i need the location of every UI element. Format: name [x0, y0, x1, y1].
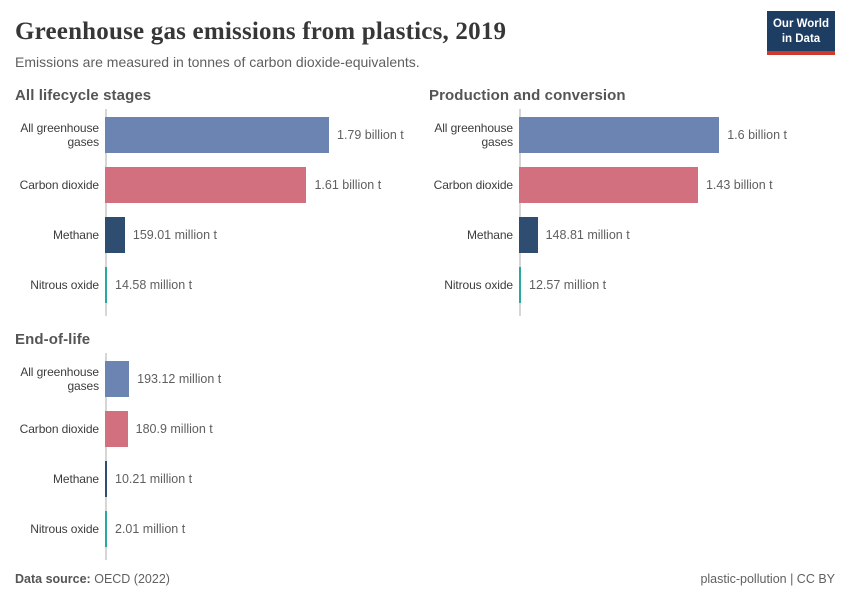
license-note: plastic-pollution | CC BY: [700, 572, 835, 586]
bar: [519, 167, 698, 203]
bar-chart: All greenhouse gases 193.12 million t Carb…: [15, 353, 421, 560]
chart-footer: Data source: OECD (2022) plastic-polluti…: [15, 572, 835, 586]
bar-row: Carbon dioxide 1.61 billion t: [15, 160, 421, 210]
value-label: 1.79 billion t: [337, 128, 404, 142]
category-label: Methane: [53, 227, 99, 242]
bar-area: 1.6 billion t: [519, 117, 835, 153]
bar: [519, 217, 538, 253]
bar-row: Nitrous oxide 14.58 million t: [15, 260, 421, 310]
bar: [105, 461, 107, 497]
bar-row: Carbon dioxide 1.43 billion t: [429, 160, 835, 210]
panel-title: End-of-life: [15, 331, 91, 348]
value-label: 1.6 billion t: [727, 128, 787, 142]
bar-area: 193.12 million t: [105, 361, 421, 397]
value-label: 1.43 billion t: [705, 178, 773, 192]
panel-title: All lifecycle stages: [15, 87, 152, 104]
bar-row: All greenhouse gases 1.79 billion t: [15, 110, 421, 160]
bar: [105, 167, 307, 203]
panel-all-lifecycle-stages: All lifecycle stages All greenhouse gase…: [15, 87, 421, 316]
bar: [519, 267, 521, 303]
value-label: 2.01 million t: [115, 522, 186, 536]
bar: [105, 117, 329, 153]
bar-chart: All greenhouse gases 1.79 billion t Carbon…: [15, 109, 421, 316]
bar: [105, 511, 107, 547]
bar-area: 1.61 billion t: [105, 167, 421, 203]
bar-area: 180.9 million t: [105, 411, 421, 447]
category-label: Nitrous oxide: [444, 277, 513, 292]
bar-area: 10.21 million t: [105, 461, 421, 497]
category-label: Carbon dioxide: [433, 177, 513, 192]
category-label: Methane: [53, 471, 99, 486]
bar-area: 2.01 million t: [105, 511, 421, 547]
bar: [519, 117, 720, 153]
page-title: Greenhouse gas emissions from plastics, …: [15, 18, 507, 45]
category-label: Carbon dioxide: [19, 177, 99, 192]
category-label: Nitrous oxide: [30, 521, 99, 536]
bar: [105, 411, 128, 447]
owid-logo-line1: Our World: [772, 18, 829, 30]
bar-area: 12.57 million t: [519, 267, 835, 303]
bar-row: Nitrous oxide 12.57 million t: [429, 260, 835, 310]
value-label: 159.01 million t: [132, 228, 217, 242]
category-label: All greenhouse gases: [20, 120, 99, 149]
category-label: Carbon dioxide: [19, 421, 99, 436]
bar: [105, 361, 130, 397]
category-label: Nitrous oxide: [30, 277, 99, 292]
bar-area: 14.58 million t: [105, 267, 421, 303]
category-label: Methane: [467, 227, 513, 242]
bar-row: Methane 159.01 million t: [15, 210, 421, 260]
value-label: 10.21 million t: [115, 472, 193, 486]
data-source-label: Data source:: [15, 572, 91, 586]
owid-logo-line2: in Data: [781, 32, 821, 45]
bar: [105, 217, 125, 253]
value-label: 148.81 million t: [545, 228, 630, 242]
bar-row: Methane 148.81 million t: [429, 210, 835, 260]
bar-area: 1.79 billion t: [105, 117, 421, 153]
value-label: 14.58 million t: [115, 278, 193, 292]
value-label: 1.61 billion t: [314, 178, 382, 192]
bar-row: All greenhouse gases 1.6 billion t: [429, 110, 835, 160]
chart-subtitle: Emissions are measured in tonnes of carb…: [15, 54, 420, 70]
data-source-value: OECD (2022): [94, 572, 170, 586]
panel-production-and-conversion: Production and conversion All greenhouse…: [429, 87, 835, 316]
bar: [105, 267, 107, 303]
chart-header: Greenhouse gas emissions from plastics, …: [15, 11, 835, 70]
bar-row: Nitrous oxide 2.01 million t: [15, 504, 421, 554]
bar-row: Methane 10.21 million t: [15, 454, 421, 504]
bar-row: Carbon dioxide 180.9 million t: [15, 404, 421, 454]
panel-end-of-life: End-of-life All greenhouse gases 193.12 m…: [15, 331, 421, 560]
category-label: All greenhouse gases: [20, 364, 99, 393]
value-label: 193.12 million t: [137, 372, 222, 386]
bar-row: All greenhouse gases 193.12 million t: [15, 354, 421, 404]
value-label: 180.9 million t: [135, 422, 213, 436]
owid-logo: Our World in Data: [767, 11, 835, 56]
bar-chart: All greenhouse gases 1.6 billion t Carbon …: [429, 109, 835, 316]
bar-area: 148.81 million t: [519, 217, 835, 253]
data-source: Data source: OECD (2022): [15, 572, 170, 586]
category-label: All greenhouse gases: [434, 120, 513, 149]
value-label: 12.57 million t: [529, 278, 607, 292]
charts-grid: All lifecycle stages All greenhouse gase…: [15, 87, 835, 560]
panel-title: Production and conversion: [429, 87, 626, 104]
bar-area: 159.01 million t: [105, 217, 421, 253]
bar-area: 1.43 billion t: [519, 167, 835, 203]
